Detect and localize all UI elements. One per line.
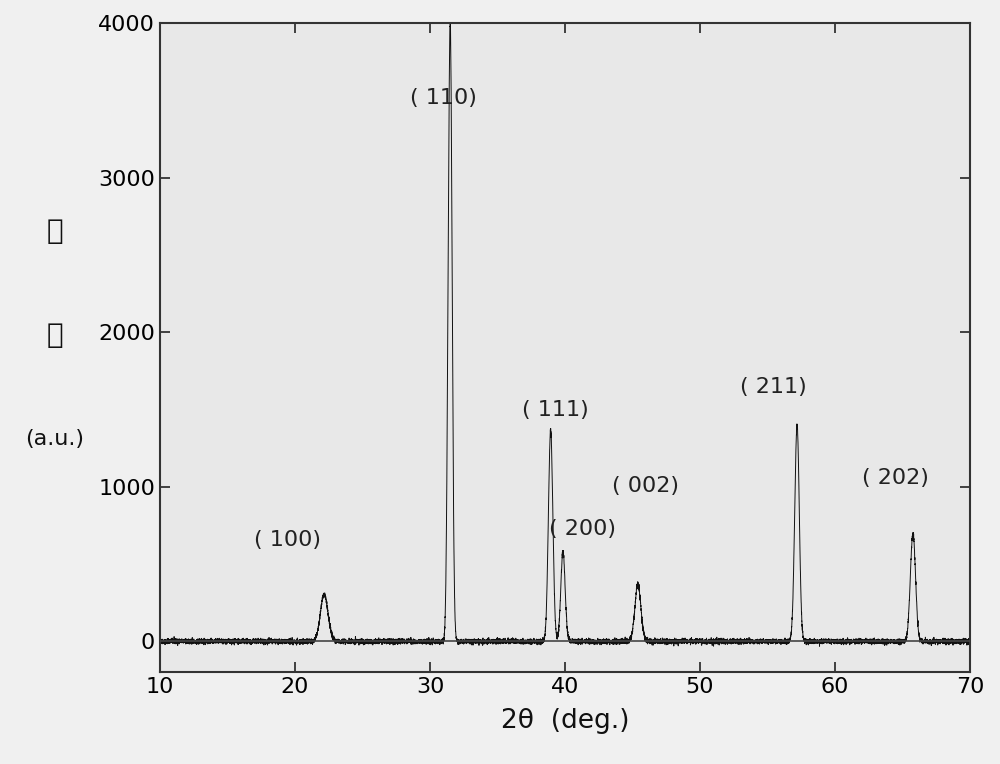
Text: 度: 度: [46, 321, 63, 348]
Text: ( 200): ( 200): [549, 520, 616, 539]
X-axis label: 2θ  (deg.): 2θ (deg.): [501, 708, 629, 734]
Text: ( 110): ( 110): [410, 88, 477, 108]
Text: ( 002): ( 002): [612, 476, 679, 496]
Text: ( 100): ( 100): [254, 530, 322, 550]
Text: ( 111): ( 111): [522, 400, 589, 420]
Text: ( 202): ( 202): [862, 468, 929, 488]
Text: (a.u.): (a.u.): [25, 429, 84, 448]
Text: ( 211): ( 211): [740, 377, 807, 397]
Text: 强: 强: [46, 217, 63, 244]
